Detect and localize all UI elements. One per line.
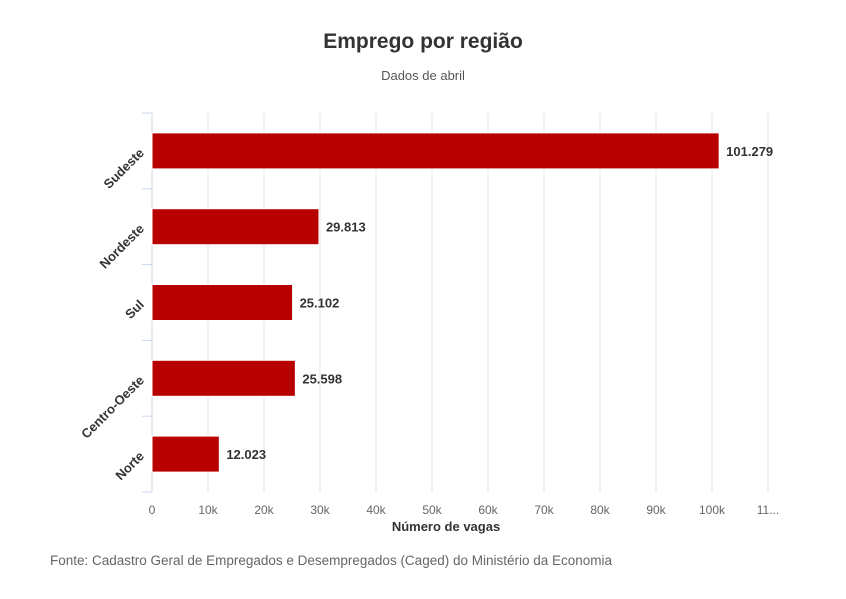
- x-tick-label: 70k: [534, 503, 554, 517]
- data-label: 25.598: [302, 371, 342, 386]
- x-tick-label: 40k: [366, 503, 386, 517]
- x-tick-label: 100k: [699, 503, 726, 517]
- data-label: 29.813: [326, 220, 366, 235]
- bar-norte: [151, 435, 220, 473]
- x-tick-label: 60k: [478, 503, 498, 517]
- category-label: Sudeste: [101, 145, 147, 191]
- x-tick-label: 0: [149, 503, 156, 517]
- category-label: Sul: [122, 297, 147, 322]
- x-axis-title: Número de vagas: [392, 519, 500, 534]
- bar-sul: [151, 284, 294, 321]
- x-tick-label: 10k: [198, 503, 218, 517]
- x-tick-label: 90k: [646, 503, 666, 517]
- bar-centro-oeste: [151, 359, 296, 397]
- data-label: 101.279: [726, 144, 773, 159]
- x-tick-label: 11...: [757, 503, 779, 517]
- data-label: 12.023: [226, 447, 266, 462]
- bar-sudeste: [151, 132, 720, 170]
- category-label: Centro-Oeste: [78, 373, 147, 442]
- category-label: Nordeste: [96, 221, 146, 271]
- x-tick-label: 30k: [310, 503, 330, 517]
- chart-title: Emprego por região: [323, 30, 523, 53]
- category-label: Norte: [112, 448, 147, 483]
- x-tick-label: 50k: [422, 503, 442, 517]
- source-note: Fonte: Cadastro Geral de Empregados e De…: [50, 553, 613, 568]
- chart-subtitle: Dados de abril: [381, 68, 465, 83]
- x-tick-label: 80k: [590, 503, 610, 517]
- bar-nordeste: [151, 208, 320, 246]
- x-tick-label: 20k: [254, 503, 274, 517]
- data-label: 25.102: [300, 296, 340, 311]
